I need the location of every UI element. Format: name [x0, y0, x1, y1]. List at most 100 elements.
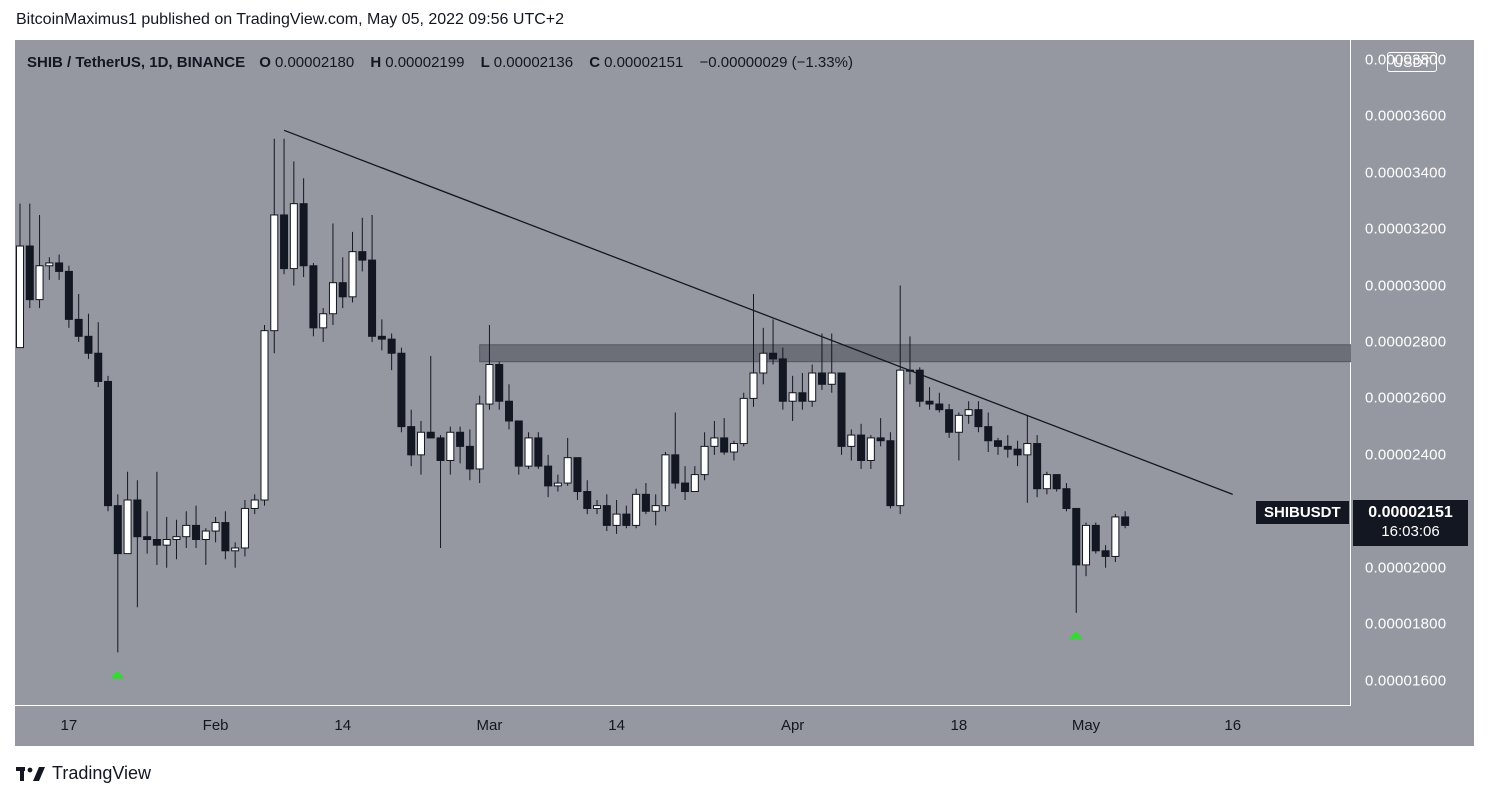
ohlc-legend: SHIB / TetherUS, 1D, BINANCE O 0.00002180… — [27, 54, 857, 71]
candle-body — [309, 265, 318, 329]
candle-body — [397, 352, 406, 428]
time-axis-tick: 17 — [60, 717, 78, 734]
candle-body — [729, 443, 738, 453]
candle-body — [64, 270, 73, 320]
candle-body — [377, 335, 386, 340]
candle-body — [231, 547, 240, 552]
candlestick-chart[interactable] — [15, 40, 1351, 706]
candle-body — [651, 505, 660, 512]
plot-area[interactable] — [15, 40, 1351, 706]
candle-body — [74, 318, 83, 337]
candle-body — [524, 437, 533, 467]
candle-body — [984, 426, 993, 442]
candle-body — [641, 493, 650, 512]
change-value: −0.00000029 (−1.33%) — [699, 54, 853, 71]
candle-body — [328, 282, 337, 315]
currency-unit-button[interactable]: USDT — [1387, 52, 1438, 72]
candle-body — [544, 465, 553, 487]
time-axis-tick: 18 — [950, 717, 968, 734]
time-axis-tick: 14 — [334, 717, 352, 734]
low-value: 0.00002136 — [493, 54, 574, 71]
chart-panel[interactable]: SHIB / TetherUS, 1D, BINANCE O 0.00002180… — [15, 40, 1474, 746]
candle-body — [720, 437, 729, 453]
candle-body — [661, 454, 670, 507]
candle-body — [45, 262, 54, 267]
candle-body — [671, 454, 680, 484]
candle-body — [837, 372, 846, 447]
high-value: 0.00002199 — [385, 54, 465, 71]
candle-body — [593, 505, 602, 509]
candle-body — [681, 482, 690, 493]
time-axis-tick: Apr — [780, 717, 805, 734]
price-axis-tick: 0.00002800 — [1365, 333, 1447, 351]
candle-body — [123, 499, 132, 555]
price-axis-tick: 0.00001600 — [1365, 672, 1447, 690]
candle-body — [407, 426, 416, 456]
time-axis-tick: May — [1071, 717, 1101, 734]
publisher-line: BitcoinMaximus1 published on TradingView… — [16, 11, 565, 28]
candle-body — [104, 380, 113, 507]
bar-countdown: 16:03:06 — [1381, 523, 1440, 540]
price-axis-tick: 0.00002400 — [1365, 446, 1447, 464]
candle-body — [192, 524, 201, 541]
candle-body — [446, 431, 455, 461]
candle-body — [84, 335, 93, 354]
candle-body — [769, 352, 778, 360]
candle-body — [35, 265, 44, 301]
candle-body — [25, 245, 34, 301]
buy-signal-arrow-icon — [110, 670, 125, 679]
candle-body — [1101, 550, 1110, 557]
candle-body — [622, 513, 631, 526]
candle-body — [1111, 516, 1120, 557]
candle-body — [866, 437, 875, 461]
candle-body — [319, 313, 328, 329]
candle-body — [94, 352, 103, 382]
candle-body — [798, 392, 807, 402]
candle-body — [1082, 524, 1091, 566]
symbol-price-tag: SHIBUSDT — [1256, 501, 1349, 524]
candle-body — [759, 352, 768, 374]
candle-body — [348, 251, 357, 298]
price-axis-tick: 0.00001800 — [1365, 615, 1447, 633]
candle-body — [152, 539, 161, 546]
price-axis-tick: 0.00003800 — [1365, 51, 1447, 69]
candle-body — [749, 372, 758, 399]
buy-signal-arrow-icon — [1069, 631, 1084, 640]
candle-body — [700, 445, 709, 476]
time-axis-tick: Mar — [476, 717, 503, 734]
candle-body — [954, 414, 963, 433]
candle-body — [133, 499, 142, 538]
tradingview-branding[interactable]: TradingView — [16, 763, 151, 784]
candle-body — [514, 420, 523, 467]
candle-body — [280, 214, 289, 270]
candle-body — [808, 372, 817, 402]
candle-body — [16, 245, 24, 349]
candle-body — [563, 457, 572, 484]
candle-body — [1091, 524, 1100, 552]
candle-body — [915, 369, 924, 402]
candle-body — [974, 409, 983, 428]
price-axis-tick: 0.00002000 — [1365, 559, 1447, 577]
candle-body — [602, 505, 611, 526]
candle-body — [436, 437, 445, 461]
candle-body — [162, 539, 171, 546]
candle-body — [925, 400, 934, 405]
resistance-zone — [479, 344, 1351, 363]
candle-body — [299, 203, 308, 267]
candle-body — [1072, 507, 1081, 566]
candle-body — [778, 358, 787, 402]
candle-body — [553, 482, 562, 487]
close-label: C — [589, 54, 601, 71]
candle-body — [416, 431, 425, 456]
candle-body — [113, 505, 122, 555]
candle-body — [612, 513, 621, 526]
candle-body — [201, 530, 210, 541]
candle-body — [465, 445, 474, 470]
candle-body — [260, 330, 269, 501]
candle-body — [338, 282, 347, 298]
candle-body — [1062, 488, 1071, 509]
candle-body — [896, 369, 905, 507]
candle-body — [583, 491, 592, 509]
candle-body — [182, 524, 191, 538]
candle-body — [886, 440, 895, 507]
